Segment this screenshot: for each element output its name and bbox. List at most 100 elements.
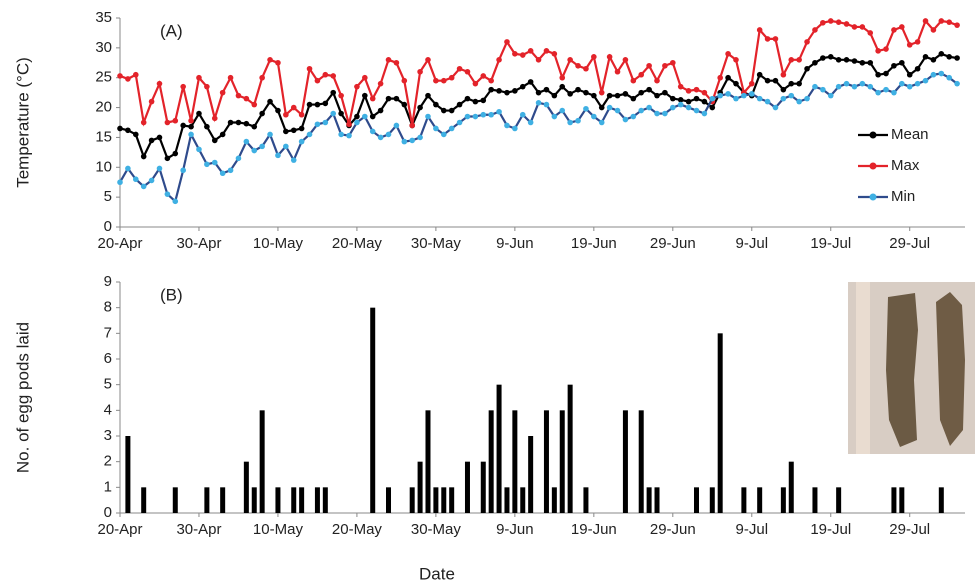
series-point [938,18,945,24]
series-point [543,48,550,54]
x-tick-label: 30-Apr [176,521,221,538]
series-point [385,131,392,138]
bar [567,384,573,513]
bar [275,487,281,513]
series-point [464,68,471,75]
series-point [662,89,668,96]
series-point [385,95,392,102]
series-point [812,83,818,90]
series-point [606,54,613,60]
bar [559,410,565,513]
series-point [448,74,455,81]
series-point [275,107,281,114]
bar [788,461,794,513]
series-point [764,36,771,42]
series-point [156,165,163,172]
series-point [646,86,652,93]
bar [314,487,320,513]
y-axis-title: No. of egg pods laid [13,322,32,473]
x-axis-title: Date [419,564,455,583]
series-point [922,54,929,60]
bar [780,487,786,513]
series-point [551,92,558,99]
series-point [330,73,337,79]
series-point [527,48,534,54]
series-point [614,107,621,114]
series-point [211,159,218,166]
x-tick-label: 20-May [332,521,383,538]
series-point [922,18,929,24]
bar [425,410,431,513]
series-point [899,59,905,66]
series-point [472,98,479,105]
series-point [409,137,415,144]
series-point [606,104,613,111]
series-point [456,101,463,108]
bar [717,333,723,513]
series-point [622,57,629,63]
series-point [235,155,242,162]
series-point [954,80,960,87]
legend-marker [869,162,877,170]
series-point [504,89,510,96]
series-point [875,71,881,78]
series-point [883,86,889,93]
series-point [662,110,668,117]
series-point [512,125,518,132]
series-point [583,105,589,112]
y-tick-label: 5 [104,376,112,393]
series-point [741,92,747,99]
series-point [796,57,802,63]
series-point [670,59,676,66]
series-point [899,24,905,30]
series-point [859,80,866,87]
series-point [914,39,921,45]
series-point [875,48,881,54]
x-tick-label: 19-Jul [810,521,851,538]
bar [646,487,652,513]
series-point [125,76,131,82]
series-point [156,134,163,141]
series-point [322,71,329,78]
x-tick-label: 29-Jul [889,235,930,252]
series-point [575,62,581,69]
series-point [132,71,139,78]
series-point [551,113,558,120]
series-point [804,65,810,72]
bar [622,410,628,513]
series-point [346,121,352,128]
series-point [527,79,534,85]
x-tick-label: 9-Jun [496,521,534,538]
series-point [235,119,242,126]
series-point [535,57,542,63]
series-point [543,86,550,93]
series-point [180,83,186,90]
series-point [172,117,179,124]
series-point [330,89,337,96]
bar [551,487,557,513]
series-point [440,77,447,84]
series-point [677,101,684,108]
y-tick-label: 6 [104,350,112,367]
series-point [922,77,929,84]
series-point [433,77,439,84]
x-tick-label: 20-May [332,235,383,252]
x-tick-label: 29-Jun [650,235,696,252]
series-point [867,30,874,36]
x-tick-label: 20-Apr [97,235,142,252]
bar [220,487,226,513]
series-point [156,80,163,87]
series-point [401,77,408,84]
series-point [701,110,708,117]
series-point [630,113,637,120]
series-point [591,92,597,99]
series-point [527,119,534,126]
series-point [591,54,597,60]
series-point [322,100,329,107]
series-point [338,92,344,99]
series-point [204,83,210,90]
series-point [796,80,802,87]
series-point [393,59,400,66]
series-point [433,101,439,108]
series-point [433,125,439,132]
